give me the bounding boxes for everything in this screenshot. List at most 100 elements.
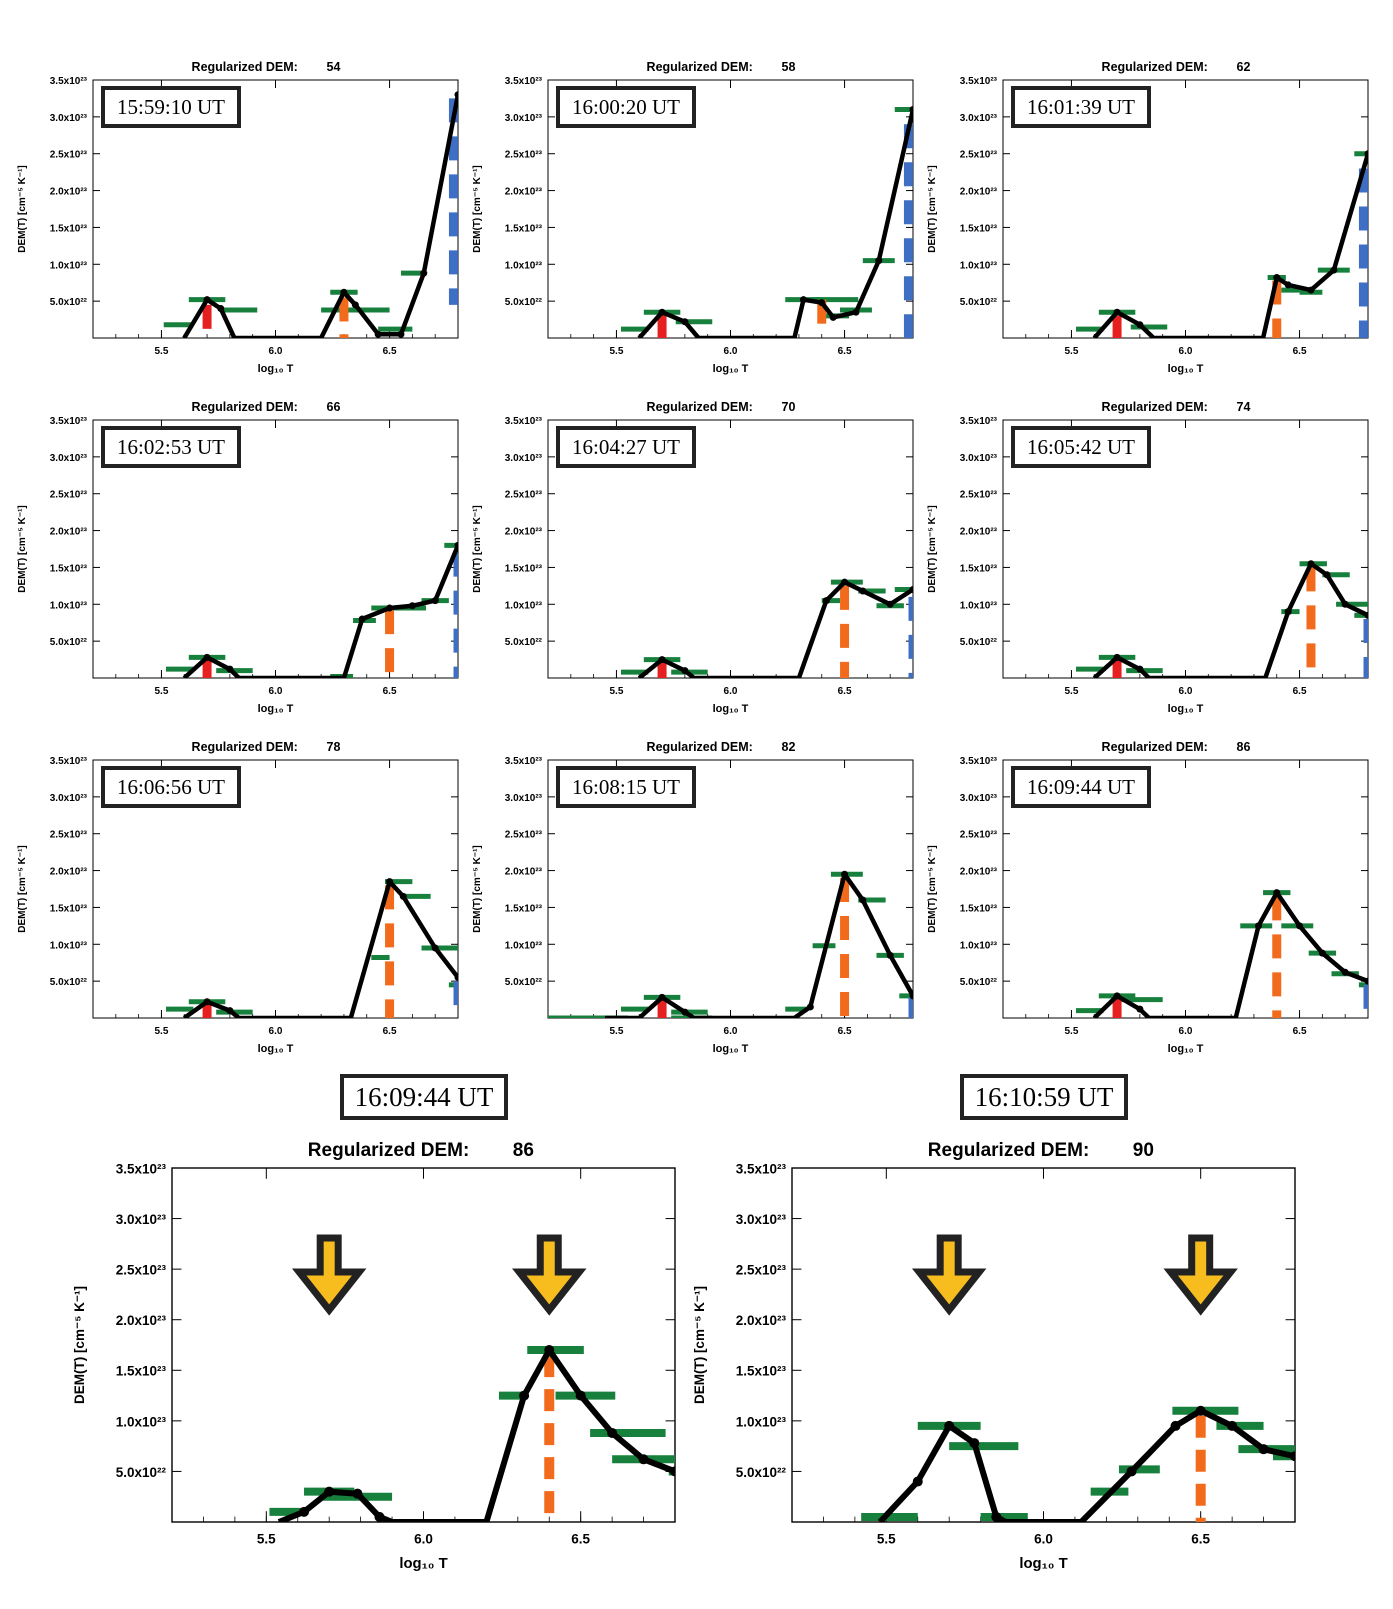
y-tick-label: 5.0x10²² — [960, 637, 998, 648]
dem-panel-9: 5.0x10²² 1.0x10²³ 1.5x10²³ 2.0x10²³ 2.5x10²³… — [72, 1140, 676, 1572]
y-tick-label: 5.0x10²² — [736, 1465, 787, 1480]
dem-point — [859, 896, 867, 904]
dem-point — [203, 998, 211, 1006]
panel-header-index: 90 — [1133, 1140, 1154, 1161]
y-tick-label: 3.5x10²³ — [505, 76, 543, 87]
x-tick-label: 6.0 — [269, 346, 283, 357]
timestamp-box: 15:59:10 UT — [101, 86, 241, 128]
timestamp-box-large: 16:10:59 UT — [960, 1074, 1128, 1120]
y-tick-label: 3.0x10²³ — [960, 453, 998, 464]
x-tick-label: 5.5 — [154, 346, 168, 357]
x-tick-label: 6.0 — [269, 686, 283, 697]
panel-header-index: 62 — [1237, 60, 1251, 74]
dem-point — [431, 597, 439, 605]
y-tick-label: 5.0x10²² — [50, 977, 88, 988]
dem-point — [909, 105, 913, 113]
y-tick-label: 1.5x10²³ — [50, 903, 88, 914]
panel-header-label: Regularized DEM: — [192, 400, 298, 414]
y-axis-label: DEM(T) [cm⁻⁵ K⁻¹] — [472, 845, 483, 932]
x-tick-label: 5.5 — [609, 1026, 623, 1037]
dem-point — [1170, 1420, 1181, 1431]
panel-header-index: 86 — [513, 1140, 534, 1161]
x-tick-label: 6.0 — [724, 346, 738, 357]
dem-point — [1290, 1451, 1295, 1462]
y-tick-label: 2.5x10²³ — [505, 830, 543, 841]
panel-header-index: 78 — [327, 740, 341, 754]
dem-point — [226, 665, 234, 673]
panel-header-index: 82 — [782, 740, 796, 754]
y-tick-label: 3.5x10²³ — [50, 756, 88, 767]
y-tick-label: 2.0x10²³ — [960, 187, 998, 198]
timestamp-box: 16:00:20 UT — [556, 86, 696, 128]
y-tick-label: 1.5x10²³ — [960, 903, 998, 914]
timestamp-box: 16:01:39 UT — [1011, 86, 1151, 128]
x-axis-label: log₁₀ T — [399, 1556, 447, 1572]
dem-point — [944, 1420, 955, 1431]
dem-point — [226, 1007, 234, 1015]
dem-panel-10: 5.0x10²² 1.0x10²³ 1.5x10²³ 2.0x10²³ 2.5x10²³… — [692, 1140, 1296, 1572]
dem-point — [1136, 321, 1144, 329]
y-tick-label: 2.0x10²³ — [736, 1313, 787, 1328]
plot-area — [163, 91, 458, 338]
x-axis-label: log₁₀ T — [713, 1043, 749, 1055]
dem-point — [519, 1390, 530, 1401]
y-tick-label: 1.5x10²³ — [50, 563, 88, 574]
dem-point — [1113, 992, 1121, 1000]
dem-point — [818, 299, 826, 307]
dem-point — [1323, 571, 1331, 579]
y-tick-label: 3.0x10²³ — [116, 1212, 167, 1227]
y-tick-label: 1.5x10²³ — [505, 223, 543, 234]
dem-point — [886, 600, 894, 608]
panel-header-label: Regularized DEM: — [192, 60, 298, 74]
dem-point — [658, 308, 666, 316]
x-tick-label: 6.5 — [1293, 1026, 1307, 1037]
y-tick-label: 3.5x10²³ — [960, 416, 998, 427]
dem-point — [1195, 1405, 1206, 1416]
x-tick-label: 6.5 — [383, 1026, 397, 1037]
y-tick-label: 1.0x10²³ — [116, 1414, 167, 1429]
dem-point — [374, 1511, 385, 1522]
dem-point — [420, 269, 428, 277]
dem-point — [670, 1466, 675, 1477]
panel-header-label: Regularized DEM: — [647, 740, 753, 754]
dem-point — [1330, 266, 1338, 274]
y-tick-label: 2.5x10²³ — [50, 490, 88, 501]
x-tick-label: 6.5 — [571, 1532, 590, 1547]
y-axis-label: DEM(T) [cm⁻⁵ K⁻¹] — [927, 845, 938, 932]
dem-point — [1364, 977, 1368, 985]
y-axis-label: DEM(T) [cm⁻⁵ K⁻¹] — [927, 165, 938, 252]
timestamp-box: 16:06:56 UT — [101, 766, 241, 808]
y-tick-label: 3.0x10²³ — [505, 113, 543, 124]
panel-header-index: 66 — [327, 400, 341, 414]
x-axis-label: log₁₀ T — [1168, 703, 1204, 715]
y-axis-label: DEM(T) [cm⁻⁵ K⁻¹] — [927, 505, 938, 592]
panel-header-index: 86 — [1237, 740, 1251, 754]
y-tick-label: 2.5x10²³ — [116, 1263, 167, 1278]
x-tick-label: 5.5 — [257, 1532, 276, 1547]
dem-point — [386, 604, 394, 612]
y-tick-label: 5.0x10²² — [50, 637, 88, 648]
dem-point — [1136, 665, 1144, 673]
x-tick-label: 6.5 — [838, 1026, 852, 1037]
y-tick-label: 3.0x10²³ — [50, 793, 88, 804]
dem-point — [575, 1390, 586, 1401]
plot-area — [621, 578, 913, 678]
dem-point — [852, 308, 860, 316]
dem-point — [1227, 1420, 1238, 1431]
dem-point — [841, 578, 849, 586]
panel-header-index: 70 — [782, 400, 796, 414]
y-tick-label: 2.5x10²³ — [960, 830, 998, 841]
dem-point — [203, 296, 211, 304]
x-tick-label: 6.0 — [1034, 1532, 1053, 1547]
timestamp-box: 16:09:44 UT — [1011, 766, 1151, 808]
panel-header-label: Regularized DEM: — [928, 1140, 1090, 1161]
dem-point — [1307, 286, 1315, 294]
dem-point — [800, 296, 807, 304]
y-tick-label: 2.5x10²³ — [50, 830, 88, 841]
y-tick-label: 2.5x10²³ — [505, 490, 543, 501]
y-tick-label: 5.0x10²² — [960, 977, 998, 988]
dem-point — [351, 301, 359, 309]
x-axis-label: log₁₀ T — [1019, 1556, 1067, 1572]
y-tick-label: 3.5x10²³ — [50, 416, 88, 427]
